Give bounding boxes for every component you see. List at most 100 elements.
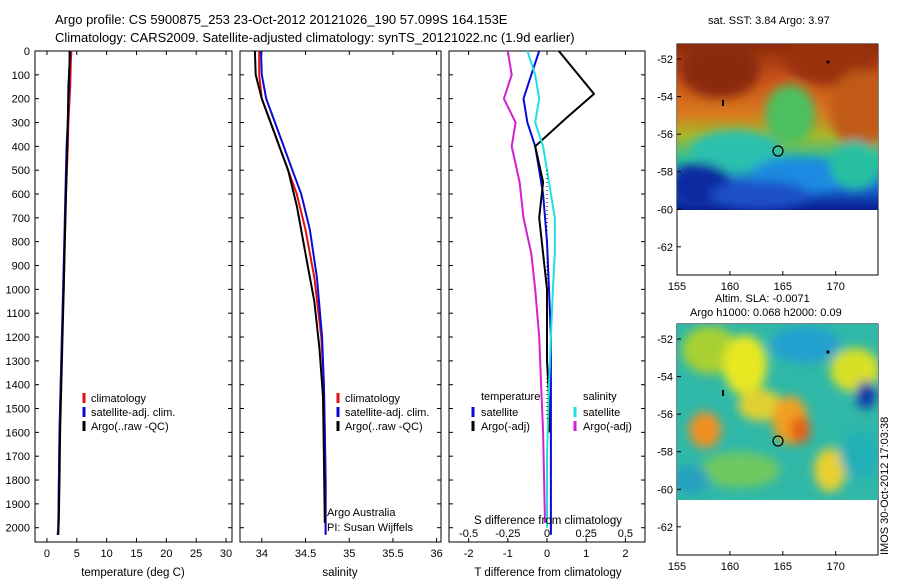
series-line-argo-adj- bbox=[502, 50, 546, 523]
legend-label: Argo(..raw -QC) bbox=[345, 421, 423, 433]
y-tick-label: 1300 bbox=[6, 356, 30, 368]
legend-label: satellite bbox=[583, 407, 620, 419]
map-y-tick-label: -56 bbox=[657, 129, 673, 141]
sla-map-subtitle: Argo h1000: 0.068 h2000: 0.09 bbox=[690, 307, 842, 319]
map-y-tick-label: -54 bbox=[657, 92, 673, 104]
legend-title-temperature: temperature bbox=[481, 391, 540, 403]
argo-australia-note: Argo Australia bbox=[327, 507, 396, 519]
t-diff-xlabel: T difference from climatology bbox=[474, 567, 621, 579]
x-tick-label: 25 bbox=[190, 548, 202, 560]
y-tick-label: 900 bbox=[12, 261, 30, 273]
legend-label: Argo(-adj) bbox=[481, 421, 530, 433]
sla-map-title: Altim. SLA: -0.0071 bbox=[715, 293, 810, 305]
x-tick-label: 15 bbox=[130, 548, 142, 560]
plot-frame bbox=[34, 50, 233, 543]
legend-label: satellite-adj. clim. bbox=[91, 407, 175, 419]
plot-frame bbox=[239, 50, 442, 543]
x-tick-label: 34.5 bbox=[295, 548, 316, 560]
x-tick-label: 5 bbox=[74, 548, 80, 560]
s-tick-label: 0.25 bbox=[575, 528, 596, 540]
small-dot-marker bbox=[826, 60, 830, 64]
x-tick-label: 36 bbox=[431, 548, 443, 560]
y-tick-label: 800 bbox=[12, 237, 30, 249]
map-y-tick-label: -62 bbox=[657, 242, 673, 254]
y-tick-label: 1900 bbox=[6, 499, 30, 511]
map-x-tick-label: 165 bbox=[774, 561, 792, 573]
map-y-tick-label: -52 bbox=[657, 54, 673, 66]
difference-panel: -2 -1 0 1 2 -0.5 -0.25 0 0.25 0.5S difference fro… bbox=[448, 50, 646, 579]
temp-xlabel: temperature (deg C) bbox=[81, 567, 185, 579]
legend-label: satellite-adj. clim. bbox=[345, 407, 429, 419]
legend-label: Argo(..raw -QC) bbox=[91, 421, 169, 433]
legend-title-salinity: salinity bbox=[583, 391, 617, 403]
imos-stamp: IMOS 30-Oct-2012 17:03:38 bbox=[879, 417, 891, 555]
y-tick-label: 600 bbox=[12, 189, 30, 201]
y-tick-label: 200 bbox=[12, 94, 30, 106]
series-line-satellite bbox=[522, 50, 552, 535]
map-x-tick-label: 160 bbox=[721, 561, 739, 573]
y-tick-label: 1000 bbox=[6, 284, 30, 296]
sla-heatmap bbox=[677, 324, 878, 500]
series-line-argo-raw-qc- bbox=[57, 51, 71, 535]
sla-map-panel: Altim. SLA: -0.0071 Argo h1000: 0.068 h2… bbox=[657, 293, 879, 573]
temperature-panel: 0100200300400500600700800900100011001200… bbox=[6, 46, 233, 579]
s-diff-xlabel: S difference from climatology bbox=[474, 515, 622, 527]
x-tick-label: 2 bbox=[622, 548, 628, 560]
sst-heatmap bbox=[677, 44, 878, 210]
pi-note: PI: Susan Wijffels bbox=[327, 522, 413, 534]
s-tick-label: 0 bbox=[544, 528, 550, 540]
map-x-tick-label: 160 bbox=[721, 281, 739, 293]
small-dot-marker bbox=[826, 350, 830, 354]
x-tick-label: 34 bbox=[256, 548, 268, 560]
map-y-tick-label: -60 bbox=[657, 484, 673, 496]
legend-label: climatology bbox=[345, 393, 401, 405]
x-tick-label: -1 bbox=[503, 548, 513, 560]
map-x-tick-label: 155 bbox=[668, 561, 686, 573]
figure-title-line2: Climatology: CARS2009. Satellite-adjuste… bbox=[55, 30, 575, 45]
x-tick-label: 35 bbox=[343, 548, 355, 560]
y-tick-label: 1500 bbox=[6, 404, 30, 416]
sst-map-panel: sat. SST: 3.84 Argo: 3.97 155 160 165 170 -5… bbox=[657, 15, 879, 293]
salinity-panel: 34 34.5 35 35.5 36 salinity climatology satelli… bbox=[239, 50, 443, 579]
profile-circle-marker bbox=[772, 435, 784, 447]
x-tick-label: 1 bbox=[583, 548, 589, 560]
y-tick-label: 100 bbox=[12, 70, 30, 82]
map-y-tick-label: -58 bbox=[657, 447, 673, 459]
y-tick-label: 1200 bbox=[6, 332, 30, 344]
sst-map-title: sat. SST: 3.84 Argo: 3.97 bbox=[708, 15, 830, 27]
map-y-tick-label: -56 bbox=[657, 409, 673, 421]
s-tick-label: 0.5 bbox=[618, 528, 633, 540]
y-tick-label: 300 bbox=[12, 118, 30, 130]
y-tick-label: 1600 bbox=[6, 427, 30, 439]
map-x-tick-label: 170 bbox=[827, 281, 845, 293]
series-line-argo-adj- bbox=[534, 50, 596, 433]
legend-label: Argo(-adj) bbox=[583, 421, 632, 433]
map-x-tick-label: 165 bbox=[774, 281, 792, 293]
map-y-tick-label: -58 bbox=[657, 167, 673, 179]
x-tick-label: 20 bbox=[160, 548, 172, 560]
s-tick-label: -0.5 bbox=[459, 528, 478, 540]
map-x-tick-label: 155 bbox=[668, 281, 686, 293]
map-y-tick-label: -62 bbox=[657, 522, 673, 534]
y-tick-label: 1800 bbox=[6, 475, 30, 487]
y-tick-label: 1700 bbox=[6, 451, 30, 463]
x-tick-label: 30 bbox=[220, 548, 232, 560]
y-tick-label: 700 bbox=[12, 213, 30, 225]
figure-title-line1: Argo profile: CS 5900875_253 23-Oct-2012… bbox=[55, 12, 508, 27]
sal-xlabel: salinity bbox=[322, 567, 357, 579]
y-tick-label: 2000 bbox=[6, 523, 30, 535]
s-tick-label: -0.25 bbox=[495, 528, 520, 540]
map-y-tick-label: -60 bbox=[657, 204, 673, 216]
legend-label: satellite bbox=[481, 407, 518, 419]
y-tick-label: 500 bbox=[12, 165, 30, 177]
x-tick-label: 10 bbox=[101, 548, 113, 560]
y-tick-label: 0 bbox=[24, 46, 30, 58]
x-tick-label: -2 bbox=[464, 548, 474, 560]
y-tick-label: 1400 bbox=[6, 380, 30, 392]
map-y-tick-label: -52 bbox=[657, 334, 673, 346]
map-x-tick-label: 170 bbox=[827, 561, 845, 573]
x-tick-label: 0 bbox=[544, 548, 550, 560]
x-tick-label: 0 bbox=[44, 548, 50, 560]
map-y-tick-label: -54 bbox=[657, 372, 673, 384]
